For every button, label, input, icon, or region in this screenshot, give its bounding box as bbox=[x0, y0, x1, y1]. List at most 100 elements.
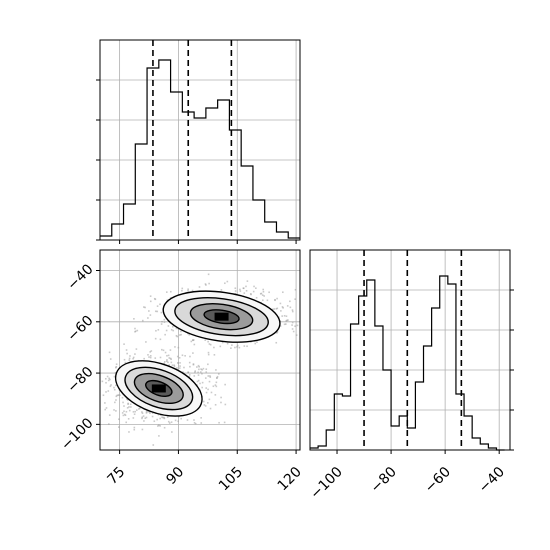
scatter-point bbox=[102, 394, 105, 397]
scatter-point bbox=[205, 284, 207, 286]
scatter-point bbox=[145, 411, 148, 413]
scatter-point bbox=[141, 412, 144, 415]
scatter-point bbox=[108, 377, 110, 380]
scatter-point bbox=[128, 357, 131, 360]
scatter-point bbox=[194, 422, 197, 425]
scatter-point bbox=[194, 371, 196, 374]
scatter-point bbox=[148, 356, 150, 358]
scatter-point bbox=[110, 384, 112, 386]
scatter-point bbox=[169, 357, 172, 360]
scatter-point bbox=[274, 298, 276, 301]
scatter-point bbox=[214, 403, 217, 406]
scatter-point bbox=[143, 420, 145, 422]
scatter-point bbox=[262, 288, 265, 291]
scatter-point bbox=[231, 344, 233, 346]
scatter-point bbox=[213, 354, 216, 356]
scatter-point bbox=[201, 372, 203, 375]
scatter-point bbox=[243, 345, 246, 347]
scatter-point bbox=[285, 319, 288, 322]
scatter-point bbox=[115, 366, 117, 369]
scatter-point bbox=[184, 354, 186, 357]
scatter-point bbox=[109, 385, 112, 388]
scatter-point bbox=[118, 394, 120, 396]
scatter-point bbox=[208, 398, 211, 401]
scatter-point bbox=[156, 310, 159, 313]
scatter-point bbox=[275, 307, 278, 310]
scatter-point bbox=[179, 362, 181, 364]
scatter-point bbox=[193, 419, 195, 421]
scatter-point bbox=[220, 289, 223, 291]
scatter-point bbox=[207, 402, 209, 404]
scatter-point bbox=[271, 308, 274, 311]
scatter-point bbox=[207, 363, 209, 366]
x-tick-label: 105 bbox=[216, 464, 246, 494]
scatter-point bbox=[276, 297, 278, 300]
scatter-point bbox=[204, 405, 207, 407]
scatter-point bbox=[163, 360, 166, 363]
scatter-point bbox=[178, 357, 181, 359]
scatter-point bbox=[149, 356, 152, 359]
scatter-point bbox=[132, 411, 135, 413]
scatter-point bbox=[115, 384, 117, 387]
scatter-point bbox=[239, 288, 241, 291]
density-peak bbox=[151, 384, 166, 393]
scatter-point bbox=[191, 289, 194, 292]
scatter-point bbox=[201, 368, 203, 371]
scatter-point bbox=[149, 412, 151, 415]
scatter-point bbox=[126, 352, 128, 355]
scatter-point bbox=[123, 405, 125, 407]
scatter-point bbox=[161, 320, 163, 323]
scatter-point bbox=[201, 381, 204, 384]
scatter-point bbox=[173, 365, 176, 368]
scatter-point bbox=[124, 414, 127, 417]
scatter-point bbox=[186, 419, 189, 421]
scatter-point bbox=[263, 295, 265, 297]
scatter-point bbox=[230, 347, 232, 349]
scatter-point bbox=[163, 417, 166, 420]
scatter-point bbox=[126, 407, 129, 409]
scatter-point bbox=[197, 374, 200, 376]
scatter-point bbox=[163, 426, 166, 429]
scatter-point bbox=[134, 353, 136, 355]
scatter-point bbox=[108, 414, 111, 416]
scatter-point bbox=[133, 317, 135, 320]
scatter-point bbox=[149, 295, 152, 297]
scatter-point bbox=[124, 361, 127, 364]
scatter-point bbox=[236, 346, 238, 348]
scatter-point bbox=[281, 306, 284, 308]
scatter-point bbox=[169, 349, 172, 351]
scatter-point bbox=[210, 391, 213, 394]
scatter-point bbox=[223, 421, 226, 424]
y-tick-label: −100 bbox=[58, 415, 97, 454]
scatter-point bbox=[202, 367, 205, 370]
y-tick-label: −40 bbox=[64, 261, 96, 293]
scatter-point bbox=[193, 375, 196, 377]
scatter-point bbox=[165, 291, 168, 293]
scatter-point bbox=[275, 341, 278, 344]
scatter-point bbox=[190, 340, 193, 343]
scatter-point bbox=[224, 403, 227, 406]
scatter-point bbox=[106, 375, 109, 378]
scatter-point bbox=[268, 291, 270, 294]
scatter-point bbox=[220, 401, 222, 404]
scatter-point bbox=[255, 296, 258, 299]
scatter-point bbox=[176, 367, 178, 369]
scatter-point bbox=[218, 421, 220, 424]
scatter-point bbox=[141, 428, 144, 431]
scatter-point bbox=[170, 361, 173, 364]
scatter-point bbox=[176, 335, 179, 338]
scatter-point bbox=[155, 329, 157, 332]
scatter-point bbox=[169, 297, 172, 299]
scatter-point bbox=[177, 346, 180, 349]
scatter-point bbox=[215, 381, 218, 384]
scatter-point bbox=[105, 407, 108, 409]
scatter-point bbox=[104, 402, 106, 404]
x-tick-label: −40 bbox=[476, 464, 508, 496]
scatter-point bbox=[167, 325, 170, 327]
scatter-point bbox=[109, 358, 112, 360]
scatter-point bbox=[122, 414, 125, 417]
scatter-point bbox=[196, 366, 198, 368]
scatter-point bbox=[291, 309, 294, 311]
scatter-point bbox=[260, 292, 263, 295]
scatter-point bbox=[205, 368, 208, 370]
